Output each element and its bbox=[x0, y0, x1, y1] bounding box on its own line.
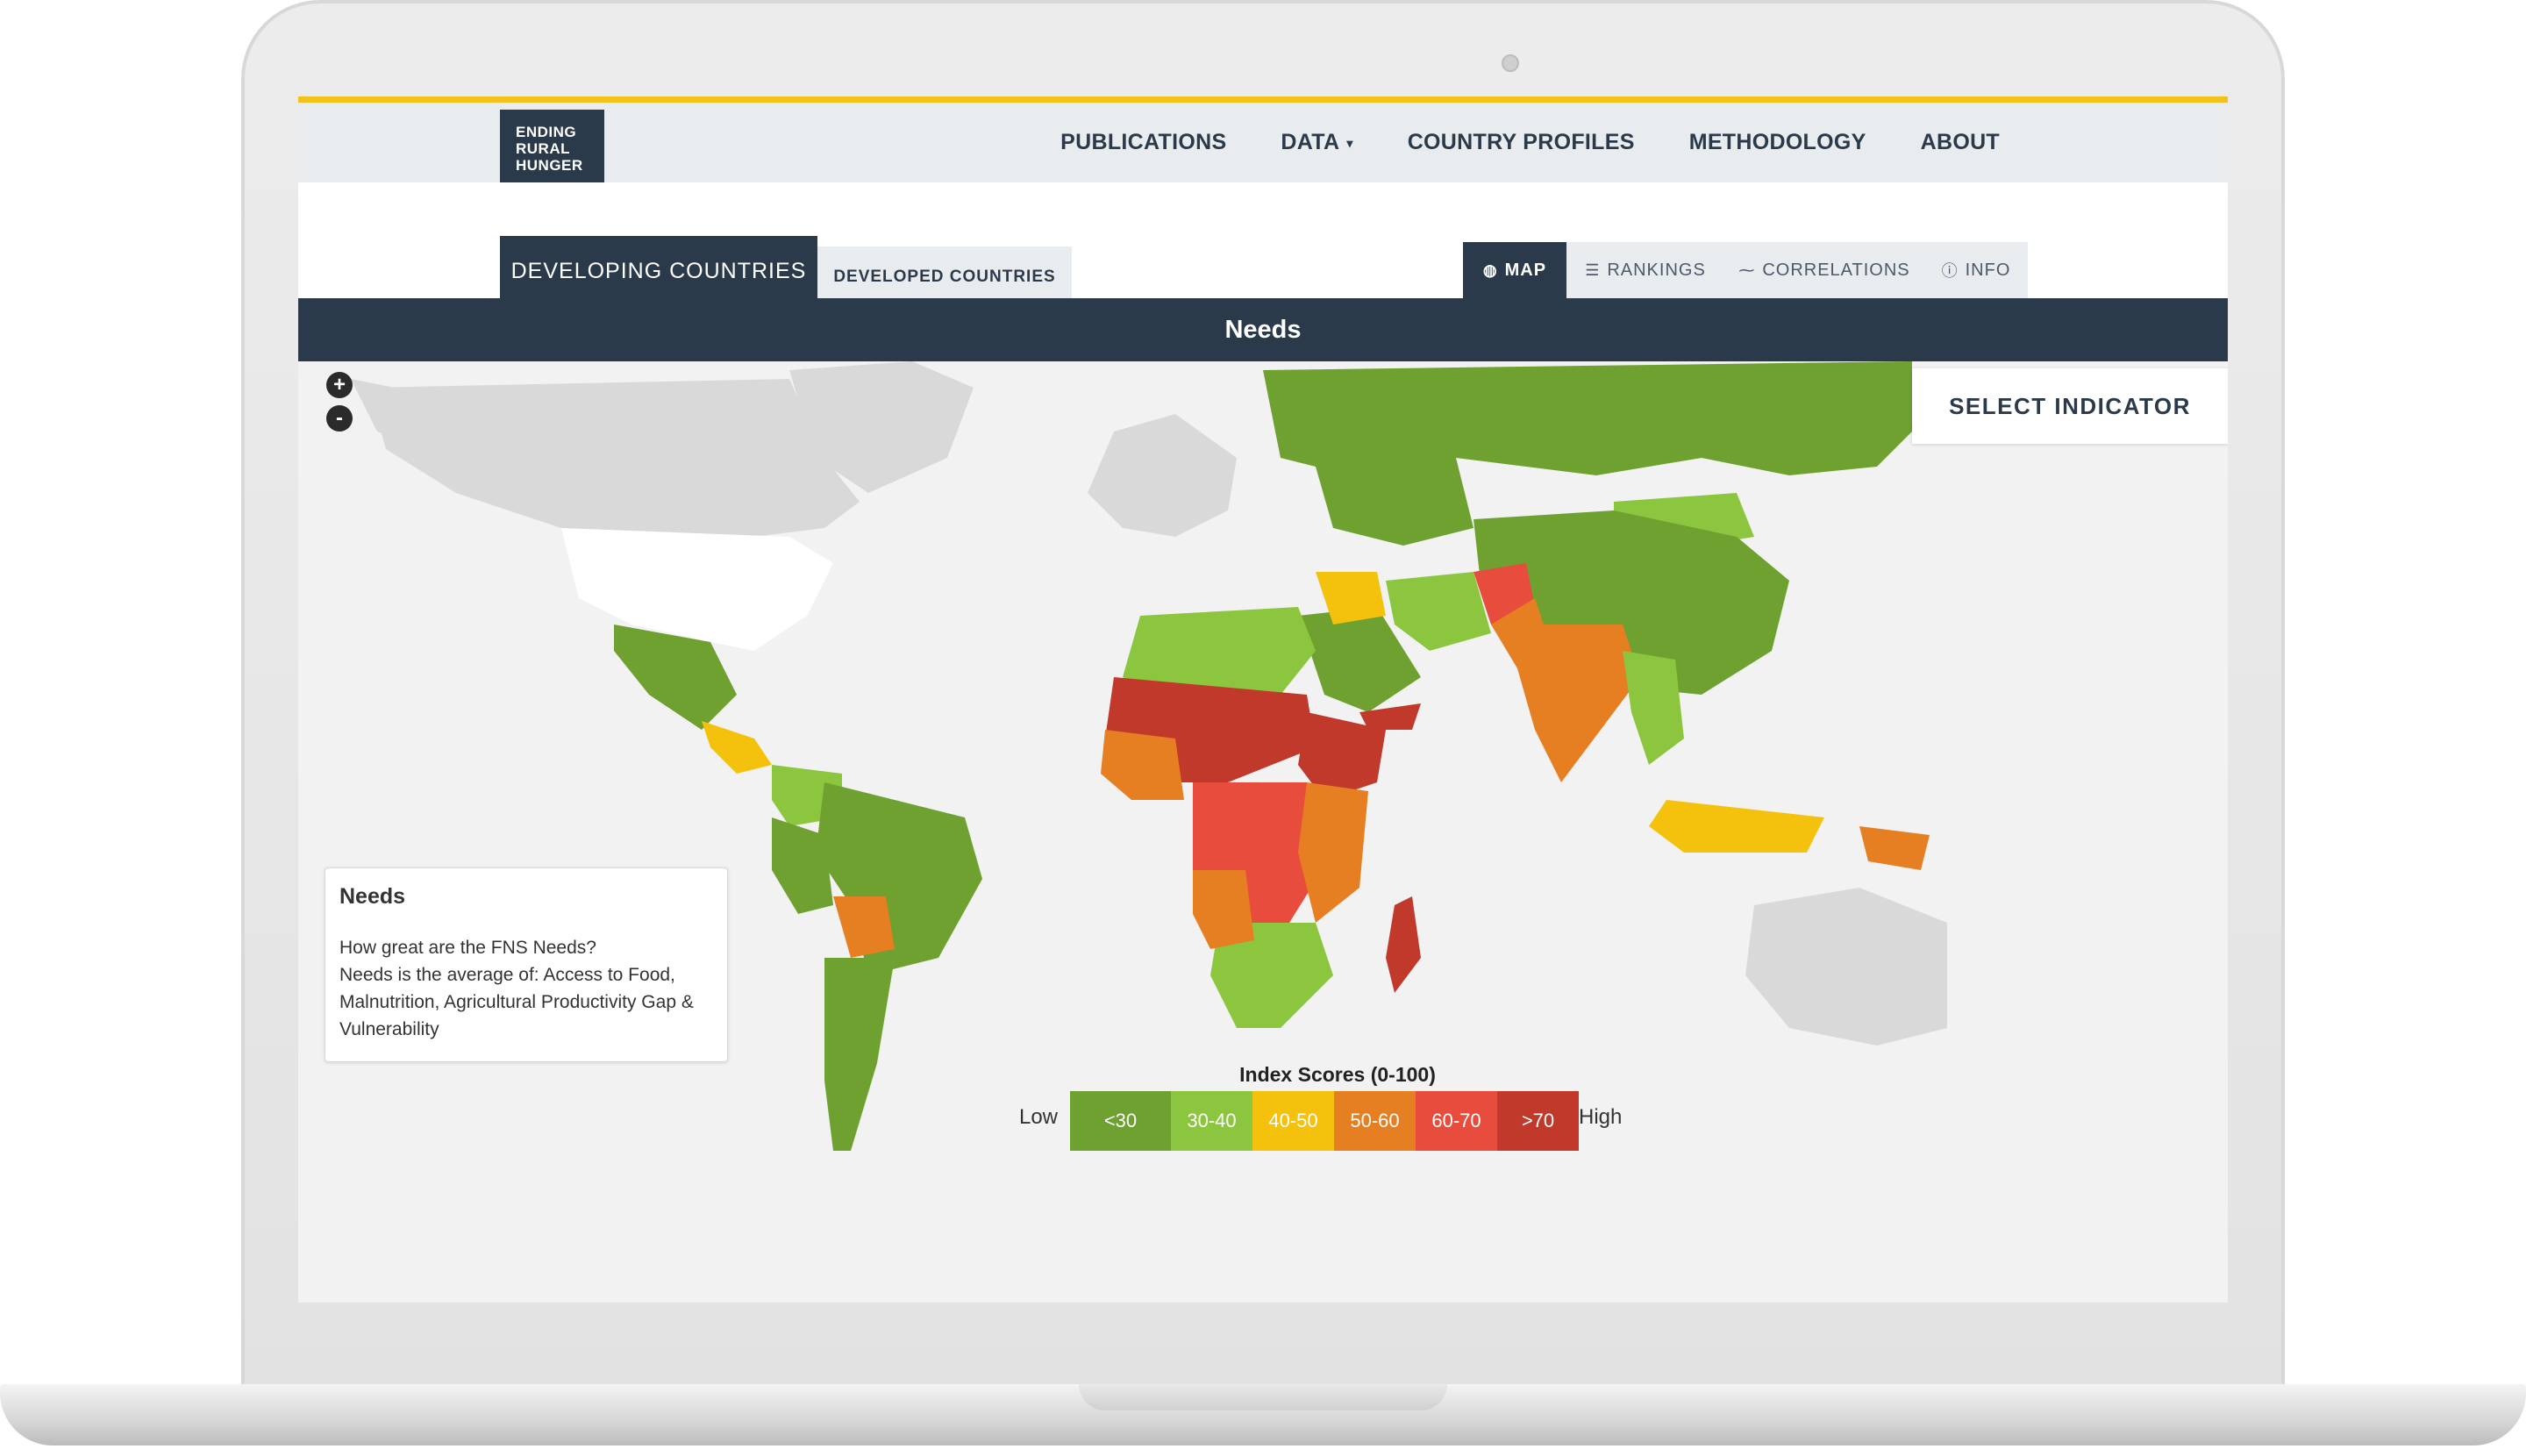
nav-country-profiles[interactable]: COUNTRY PROFILES bbox=[1407, 130, 1635, 154]
nav-publications[interactable]: PUBLICATIONS bbox=[1060, 130, 1227, 154]
iran-shape bbox=[1386, 572, 1491, 651]
browser-screen: ENDING RURAL HUNGER PUBLICATIONS DATA ▾ C… bbox=[298, 96, 2228, 1303]
russia-shape bbox=[1263, 361, 1912, 475]
west-africa-shape bbox=[1101, 730, 1184, 800]
greenland-shape bbox=[789, 361, 974, 493]
legend-swatches: <30 30-40 40-50 50-60 60-70 >70 bbox=[1070, 1091, 1579, 1151]
tab-correlations[interactable]: ⁓ CORRELATIONS bbox=[1724, 242, 1924, 298]
info-icon: ⓘ bbox=[1941, 262, 1959, 280]
bolivia-shape bbox=[833, 896, 895, 958]
legend-bin[interactable]: 50-60 bbox=[1334, 1091, 1416, 1151]
tabs-row: DEVELOPING COUNTRIES DEVELOPED COUNTRIES… bbox=[298, 182, 2228, 307]
accent-bar bbox=[298, 96, 2228, 103]
mexico-shape bbox=[614, 625, 737, 730]
legend-bin[interactable]: 60-70 bbox=[1416, 1091, 1497, 1151]
legend-bin[interactable]: <30 bbox=[1070, 1091, 1171, 1151]
caret-down-icon: ▾ bbox=[1346, 135, 1353, 150]
southern-africa-shape bbox=[1210, 923, 1333, 1028]
iraq-shape bbox=[1316, 572, 1386, 625]
legend-high-label: High bbox=[1579, 1105, 1623, 1129]
indonesia-shape bbox=[1649, 800, 1824, 853]
east-africa-shape bbox=[1298, 782, 1368, 923]
tab-correlations-label: CORRELATIONS bbox=[1762, 260, 1910, 280]
horn-africa-shape bbox=[1298, 712, 1386, 800]
legend-low-label: Low bbox=[1018, 1105, 1058, 1129]
alaska-shape bbox=[351, 379, 439, 449]
australia-shape bbox=[1745, 888, 1947, 1046]
yemen-shape bbox=[1359, 703, 1421, 730]
tab-info[interactable]: ⓘ INFO bbox=[1924, 242, 2028, 298]
europe-shape bbox=[1088, 414, 1237, 537]
angola-shape bbox=[1193, 870, 1254, 949]
southern-cone-shape bbox=[824, 958, 895, 1151]
legend-bin[interactable]: >70 bbox=[1497, 1091, 1579, 1151]
laptop-notch bbox=[1079, 1384, 1447, 1410]
usa-shape bbox=[561, 528, 833, 651]
logo-line: RURAL bbox=[516, 140, 570, 157]
zoom-in-button[interactable]: + bbox=[326, 372, 353, 398]
madagascar-shape bbox=[1386, 896, 1421, 993]
tab-map-label: MAP bbox=[1504, 260, 1547, 280]
indicator-info-panel: Needs How great are the FNS Needs? Needs… bbox=[325, 867, 728, 1062]
nav-about[interactable]: ABOUT bbox=[1920, 130, 2000, 154]
tab-rankings-label: RANKINGS bbox=[1607, 260, 1706, 280]
logo-line: ENDING bbox=[516, 124, 577, 140]
tab-info-label: INFO bbox=[1965, 260, 2011, 280]
info-title: Needs bbox=[339, 884, 406, 909]
brazil-shape bbox=[816, 782, 982, 975]
list-icon: ☰ bbox=[1585, 261, 1601, 279]
globe-icon: ◍ bbox=[1482, 261, 1498, 279]
info-body: How great are the FNS Needs? Needs is th… bbox=[339, 934, 713, 1043]
site-logo[interactable]: ENDING RURAL HUNGER bbox=[500, 110, 604, 187]
page-title: Needs bbox=[298, 298, 2228, 361]
canada-shape bbox=[368, 379, 860, 537]
select-indicator-button[interactable]: SELECT INDICATOR bbox=[1912, 368, 2228, 444]
scatter-icon: ⁓ bbox=[1738, 261, 1756, 279]
tab-developed-countries[interactable]: DEVELOPED COUNTRIES bbox=[817, 246, 1072, 307]
kazakhstan-shape bbox=[1316, 458, 1474, 546]
top-nav: ENDING RURAL HUNGER PUBLICATIONS DATA ▾ C… bbox=[298, 103, 2228, 187]
logo-line: HUNGER bbox=[516, 157, 583, 174]
info-line: How great are the FNS Needs? bbox=[339, 938, 596, 958]
camera-icon bbox=[1502, 54, 1519, 72]
zoom-out-button[interactable]: - bbox=[326, 405, 353, 432]
tab-developing-countries[interactable]: DEVELOPING COUNTRIES bbox=[500, 236, 817, 307]
nav-data[interactable]: DATA ▾ bbox=[1281, 130, 1352, 155]
info-line: Needs is the average of: Access to Food,… bbox=[339, 965, 694, 1039]
india-shape bbox=[1517, 625, 1640, 782]
legend-bin[interactable]: 40-50 bbox=[1252, 1091, 1334, 1151]
png-shape bbox=[1859, 826, 1930, 870]
se-asia-shape bbox=[1623, 651, 1684, 765]
nav-data-label: DATA bbox=[1281, 130, 1340, 154]
legend-bin[interactable]: 30-40 bbox=[1171, 1091, 1252, 1151]
central-america-shape bbox=[702, 721, 772, 774]
legend-title: Index Scores (0-100) bbox=[1239, 1063, 1436, 1086]
arabia-shape bbox=[1298, 607, 1421, 712]
nav-methodology[interactable]: METHODOLOGY bbox=[1688, 130, 1866, 154]
peru-shape bbox=[772, 817, 833, 914]
tab-rankings[interactable]: ☰ RANKINGS bbox=[1566, 242, 1724, 298]
tab-map[interactable]: ◍ MAP bbox=[1463, 242, 1566, 298]
north-africa-shape bbox=[1123, 607, 1316, 703]
choropleth-map[interactable] bbox=[298, 361, 2228, 1303]
nav-menu: PUBLICATIONS DATA ▾ COUNTRY PROFILES METH… bbox=[1006, 103, 2000, 182]
world-map[interactable]: + - SELECT INDICATOR Needs How great are… bbox=[298, 361, 2228, 1303]
